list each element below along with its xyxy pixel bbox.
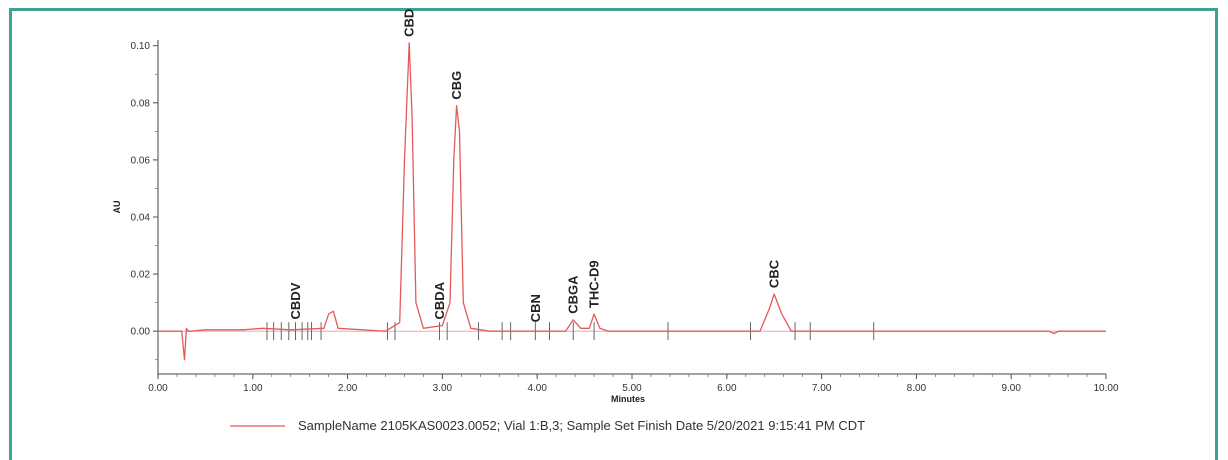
y-axis-title: AU xyxy=(112,201,122,214)
peak-label: CBGA xyxy=(566,275,581,314)
series-trace xyxy=(158,42,1106,361)
peak-label: CBD xyxy=(402,9,417,37)
peak-label: CBDA xyxy=(432,281,447,319)
chart-frame xyxy=(9,8,1218,460)
x-tick-label: 9.00 xyxy=(1001,383,1021,394)
y-tick-label: 0.04 xyxy=(131,212,151,223)
y-tick-label: 0.00 xyxy=(131,327,151,338)
axes: 0.00 0.02 0.04 0.06 0.08 0.10 0.00 1.00 2.00 3.00… xyxy=(112,40,1119,404)
x-tick-label: 10.00 xyxy=(1093,383,1118,394)
peak-label: CBDV xyxy=(288,282,303,319)
peak-label: CBC xyxy=(767,259,782,288)
peak-label: THC-D9 xyxy=(587,260,602,308)
peak-label: CBN xyxy=(528,294,543,322)
x-tick-label: 2.00 xyxy=(338,383,358,394)
y-tick-label: 0.10 xyxy=(131,41,151,52)
x-tick-label: 1.00 xyxy=(243,383,263,394)
x-tick-label: 7.00 xyxy=(812,383,832,394)
series-line xyxy=(158,42,1106,361)
peak-label: CBG xyxy=(449,71,464,100)
y-tick-label: 0.02 xyxy=(131,270,151,281)
x-tick-label: 6.00 xyxy=(717,383,737,394)
peak-labels: CBDV CBD CBDA CBG CBN CBGA THC-D9 CBC xyxy=(288,9,782,323)
legend: SampleName 2105KAS0023.0052; Vial 1:B,3;… xyxy=(230,418,865,433)
x-tick-label: 3.00 xyxy=(433,383,453,394)
x-tick-label: 0.00 xyxy=(148,383,168,394)
x-tick-label: 8.00 xyxy=(907,383,927,394)
y-tick-label: 0.08 xyxy=(131,98,151,109)
x-tick-label: 4.00 xyxy=(527,383,547,394)
x-axis-title: Minutes xyxy=(611,394,645,404)
x-tick-label: 5.00 xyxy=(622,383,642,394)
legend-series-label: SampleName 2105KAS0023.0052; Vial 1:B,3;… xyxy=(298,418,865,433)
y-tick-label: 0.06 xyxy=(131,155,151,166)
